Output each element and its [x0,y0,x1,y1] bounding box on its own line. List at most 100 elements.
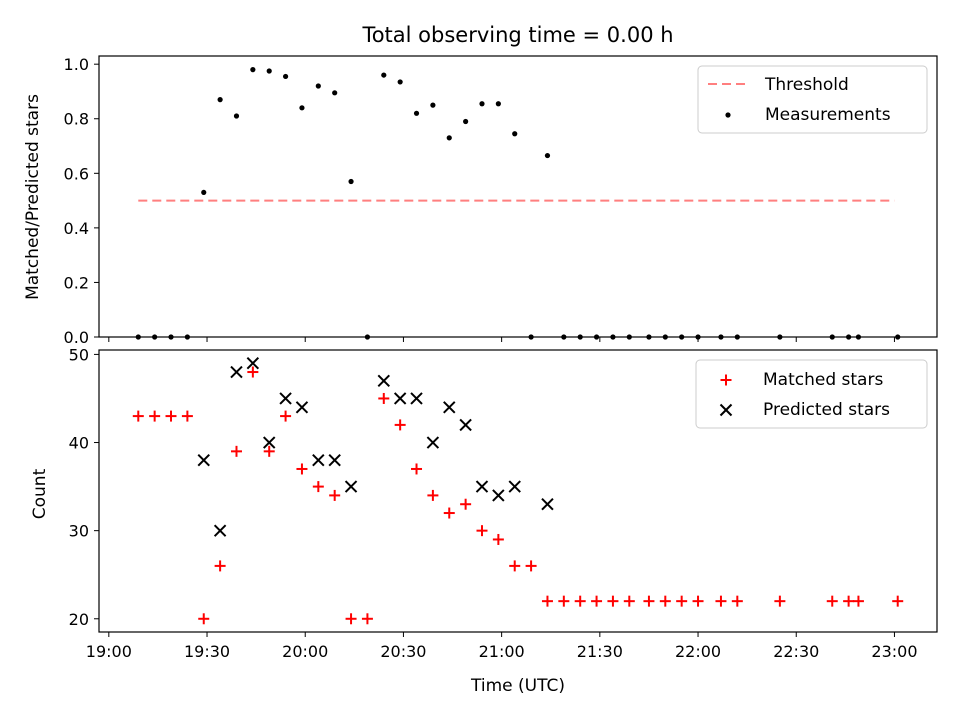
matched-star-point [312,481,324,493]
matched-star-point [476,525,488,537]
measurement-point [430,102,436,108]
count-x-tick-label: 19:30 [184,642,230,661]
ratio-legend-box [697,65,928,134]
matched-star-point [525,560,537,572]
predicted-star-point [508,480,521,493]
cross-stroke [426,436,440,449]
measurement-point [364,334,371,340]
legend-predicted-label: Predicted stars [763,400,890,420]
cross-stroke [475,480,489,493]
predicted-star-point [492,489,505,502]
measurement-point [266,68,272,74]
matched-star-point [826,595,838,607]
cross-stroke [719,403,733,417]
predicted-star-point [263,436,276,449]
chart-title: Total observing time = 0.00 h [361,23,673,47]
matched-star-point [715,595,727,607]
measurement-point [777,334,783,340]
cross-stroke [328,453,341,467]
matched-stars-points [132,366,904,625]
ratio-y-tick-label: 0.2 [64,273,89,292]
count-legend-box [695,359,928,429]
cross-stroke [295,401,309,414]
measurement-points [135,67,901,340]
matched-star-point [607,595,619,607]
ratio-y-tick-label: 0.0 [64,328,89,347]
matched-star-point [492,533,504,545]
count-x-tick-label: 20:00 [282,642,328,661]
predicted-star-point [426,436,440,449]
ratio-panel: 0.0 0.2 0.4 0.6 0.8 1.0 Matched/Predicted sta… [23,55,938,347]
measurement-point [381,72,387,78]
legend-measurements-label: Measurements [765,105,891,125]
legend-matched-label: Matched stars [763,370,883,390]
cross-stroke [492,489,505,502]
ratio-y-tick-label: 1.0 [64,55,89,74]
measurement-point [479,101,485,107]
matched-star-point [230,445,242,457]
cross-stroke [508,480,521,493]
matched-star-point [676,595,688,607]
cross-stroke [230,365,243,379]
count-x-tick-label: 22:00 [675,642,721,661]
measurement-point [135,334,141,340]
measurement-point [250,67,256,73]
matched-star-point [378,392,390,404]
matched-star-point [892,595,904,607]
measurement-point [463,118,469,125]
cross-stroke [410,392,423,405]
count-x-tick-label: 23:00 [871,642,917,661]
measurement-point [734,334,740,340]
measurement-point [512,131,518,137]
measurement-point [646,334,652,340]
count-x-tick-label: 21:00 [479,642,525,661]
count-y-tick-label: 30 [69,522,89,541]
cross-stroke [279,392,292,405]
measurement-point [846,334,852,340]
ratio-panel-frame [98,55,938,338]
matched-star-point [361,613,373,625]
count-x-axis: 19:00 19:30 20:00 20:30 21:00 21:30 22:00 22:30… [86,632,918,661]
ratio-y-axis: 0.0 0.2 0.4 0.6 0.8 1.0 [64,55,99,347]
measurement-point [610,334,616,340]
matched-star-point [165,410,177,422]
predicted-star-point [230,365,243,379]
measurement-point [495,101,501,107]
cross-stroke [377,374,390,388]
matched-star-point [198,613,210,625]
measurement-point [855,334,862,340]
matched-star-point [558,595,570,607]
matched-star-point [280,410,292,422]
predicted-star-point [213,524,227,537]
count-panel: 20 30 40 50 19:00 19:30 20:00 20:30 21:00 21:30 2… [30,345,938,696]
legend-predicted-swatch [719,403,733,417]
matched-star-point [541,595,553,607]
legend-matched-marker [720,374,732,386]
ratio-y-tick-label: 0.4 [64,219,89,238]
count-x-tick-label: 20:30 [380,642,426,661]
x-axis-label: Time (UTC) [470,676,565,696]
legend-predicted-marker [719,403,733,417]
predicted-star-point [197,453,210,467]
matched-star-point [411,463,423,475]
legend-measurements-swatch [725,112,731,118]
matched-star-point [774,595,786,607]
cross-stroke [443,401,456,414]
matched-star-point [427,489,439,501]
measurement-point [695,334,701,340]
predicted-star-point [393,392,407,405]
measurement-point [184,334,190,340]
matched-star-point [214,560,226,572]
measurement-point [561,334,567,340]
measurement-point [593,334,600,340]
legend-threshold-label: Threshold [764,75,849,95]
matched-star-point [149,410,161,422]
matched-star-point [263,445,275,457]
matched-star-point [692,595,704,607]
matched-star-point [181,410,193,422]
predicted-star-point [459,418,472,432]
measurement-point [315,83,321,89]
measurement-point [626,334,632,340]
predicted-star-point [475,480,489,493]
count-panel-frame [98,349,938,633]
